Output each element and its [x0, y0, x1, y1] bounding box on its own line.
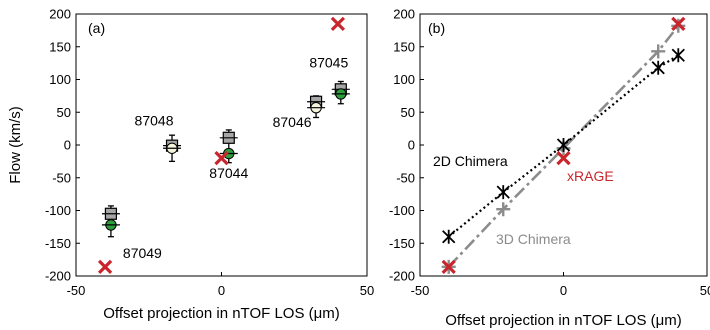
x-tick-label: 50	[360, 283, 374, 298]
marker-2d-chimera	[556, 138, 571, 152]
y-tick-label: -50	[52, 170, 71, 185]
y-tick-label: -150	[45, 236, 71, 251]
xrage-marker	[214, 150, 229, 166]
panel-b-label: (b)	[428, 20, 445, 36]
panel-a-xlabel: Offset projection in nTOF LOS (μm)	[103, 305, 340, 322]
shot-label: 87045	[309, 54, 348, 70]
panel-b-yticks: -200 -150 -100 -50 0 50 100 150 200	[389, 7, 424, 284]
panel-a-xticks: -50 0 50	[67, 272, 374, 298]
marker-xrage	[441, 259, 456, 274]
xrage-marker	[97, 259, 113, 274]
y-tick-label: -100	[389, 203, 415, 218]
y-tick-label: 200	[49, 7, 71, 22]
y-tick-label: 200	[393, 7, 415, 22]
marker-2d-chimera	[442, 229, 456, 244]
y-tick-label: 150	[393, 39, 415, 54]
xrage-marker	[330, 16, 346, 31]
shot-label: 87048	[135, 113, 174, 129]
marker-3d-chimera	[651, 44, 666, 59]
panel-a-label: (a)	[88, 20, 105, 36]
x-tick-label: 50	[700, 283, 710, 298]
x-tick-label: 0	[560, 283, 567, 298]
y-tick-label: 50	[401, 105, 415, 120]
y-tick-label: 50	[57, 105, 71, 120]
series-line-3d-chimera	[447, 24, 680, 268]
panel-a-yticks: -200 -150 -100 -50 0 50 100 150 200	[45, 7, 80, 284]
y-tick-label: 150	[49, 39, 71, 54]
marker-2d-chimera	[496, 185, 510, 200]
x-tick-label: -50	[67, 283, 86, 298]
shot-label: 87046	[273, 114, 312, 130]
y-tick-label: -200	[45, 269, 71, 284]
panel-b-xticks: -50 0 50	[411, 272, 710, 298]
y-tick-label: -150	[389, 236, 415, 251]
y-tick-label: 100	[49, 72, 71, 87]
panel-a: (a) Offset projection in nTOF LOS (μm) F…	[7, 7, 374, 323]
series-label-xrage: xRAGE	[567, 168, 614, 184]
panel-b: (b) Offset projection in nTOF LOS (μm) -…	[389, 7, 710, 330]
marker-xrage	[556, 150, 571, 166]
x-tick-label: -50	[411, 283, 430, 298]
shot-label: 87049	[123, 245, 162, 261]
panel-a-frame	[75, 13, 368, 277]
x-tick-label: 0	[218, 283, 225, 298]
panel-b-xlabel: Offset projection in nTOF LOS (μm)	[445, 312, 682, 329]
shot-label: 87044	[209, 165, 248, 181]
y-tick-label: -200	[389, 269, 415, 284]
marker-2d-chimera	[671, 48, 685, 63]
panel-a-marks: 87049 87048 87044 87046 87045	[97, 16, 350, 274]
y-tick-label: -100	[45, 203, 71, 218]
panel-b-marks	[441, 16, 686, 274]
marker-xrage	[671, 16, 686, 31]
series-label-3d-chimera: 3D Chimera	[496, 231, 571, 247]
y-tick-label: 0	[64, 138, 71, 153]
marker-3d-chimera	[496, 202, 511, 217]
panel-a-ylabel: Flow (km/s)	[7, 106, 24, 184]
marker-2d-chimera	[651, 60, 665, 75]
series-label-2d-chimera: 2D Chimera	[433, 153, 508, 169]
y-tick-label: 0	[408, 138, 415, 153]
y-tick-label: 100	[393, 72, 415, 87]
y-tick-label: -50	[396, 170, 415, 185]
